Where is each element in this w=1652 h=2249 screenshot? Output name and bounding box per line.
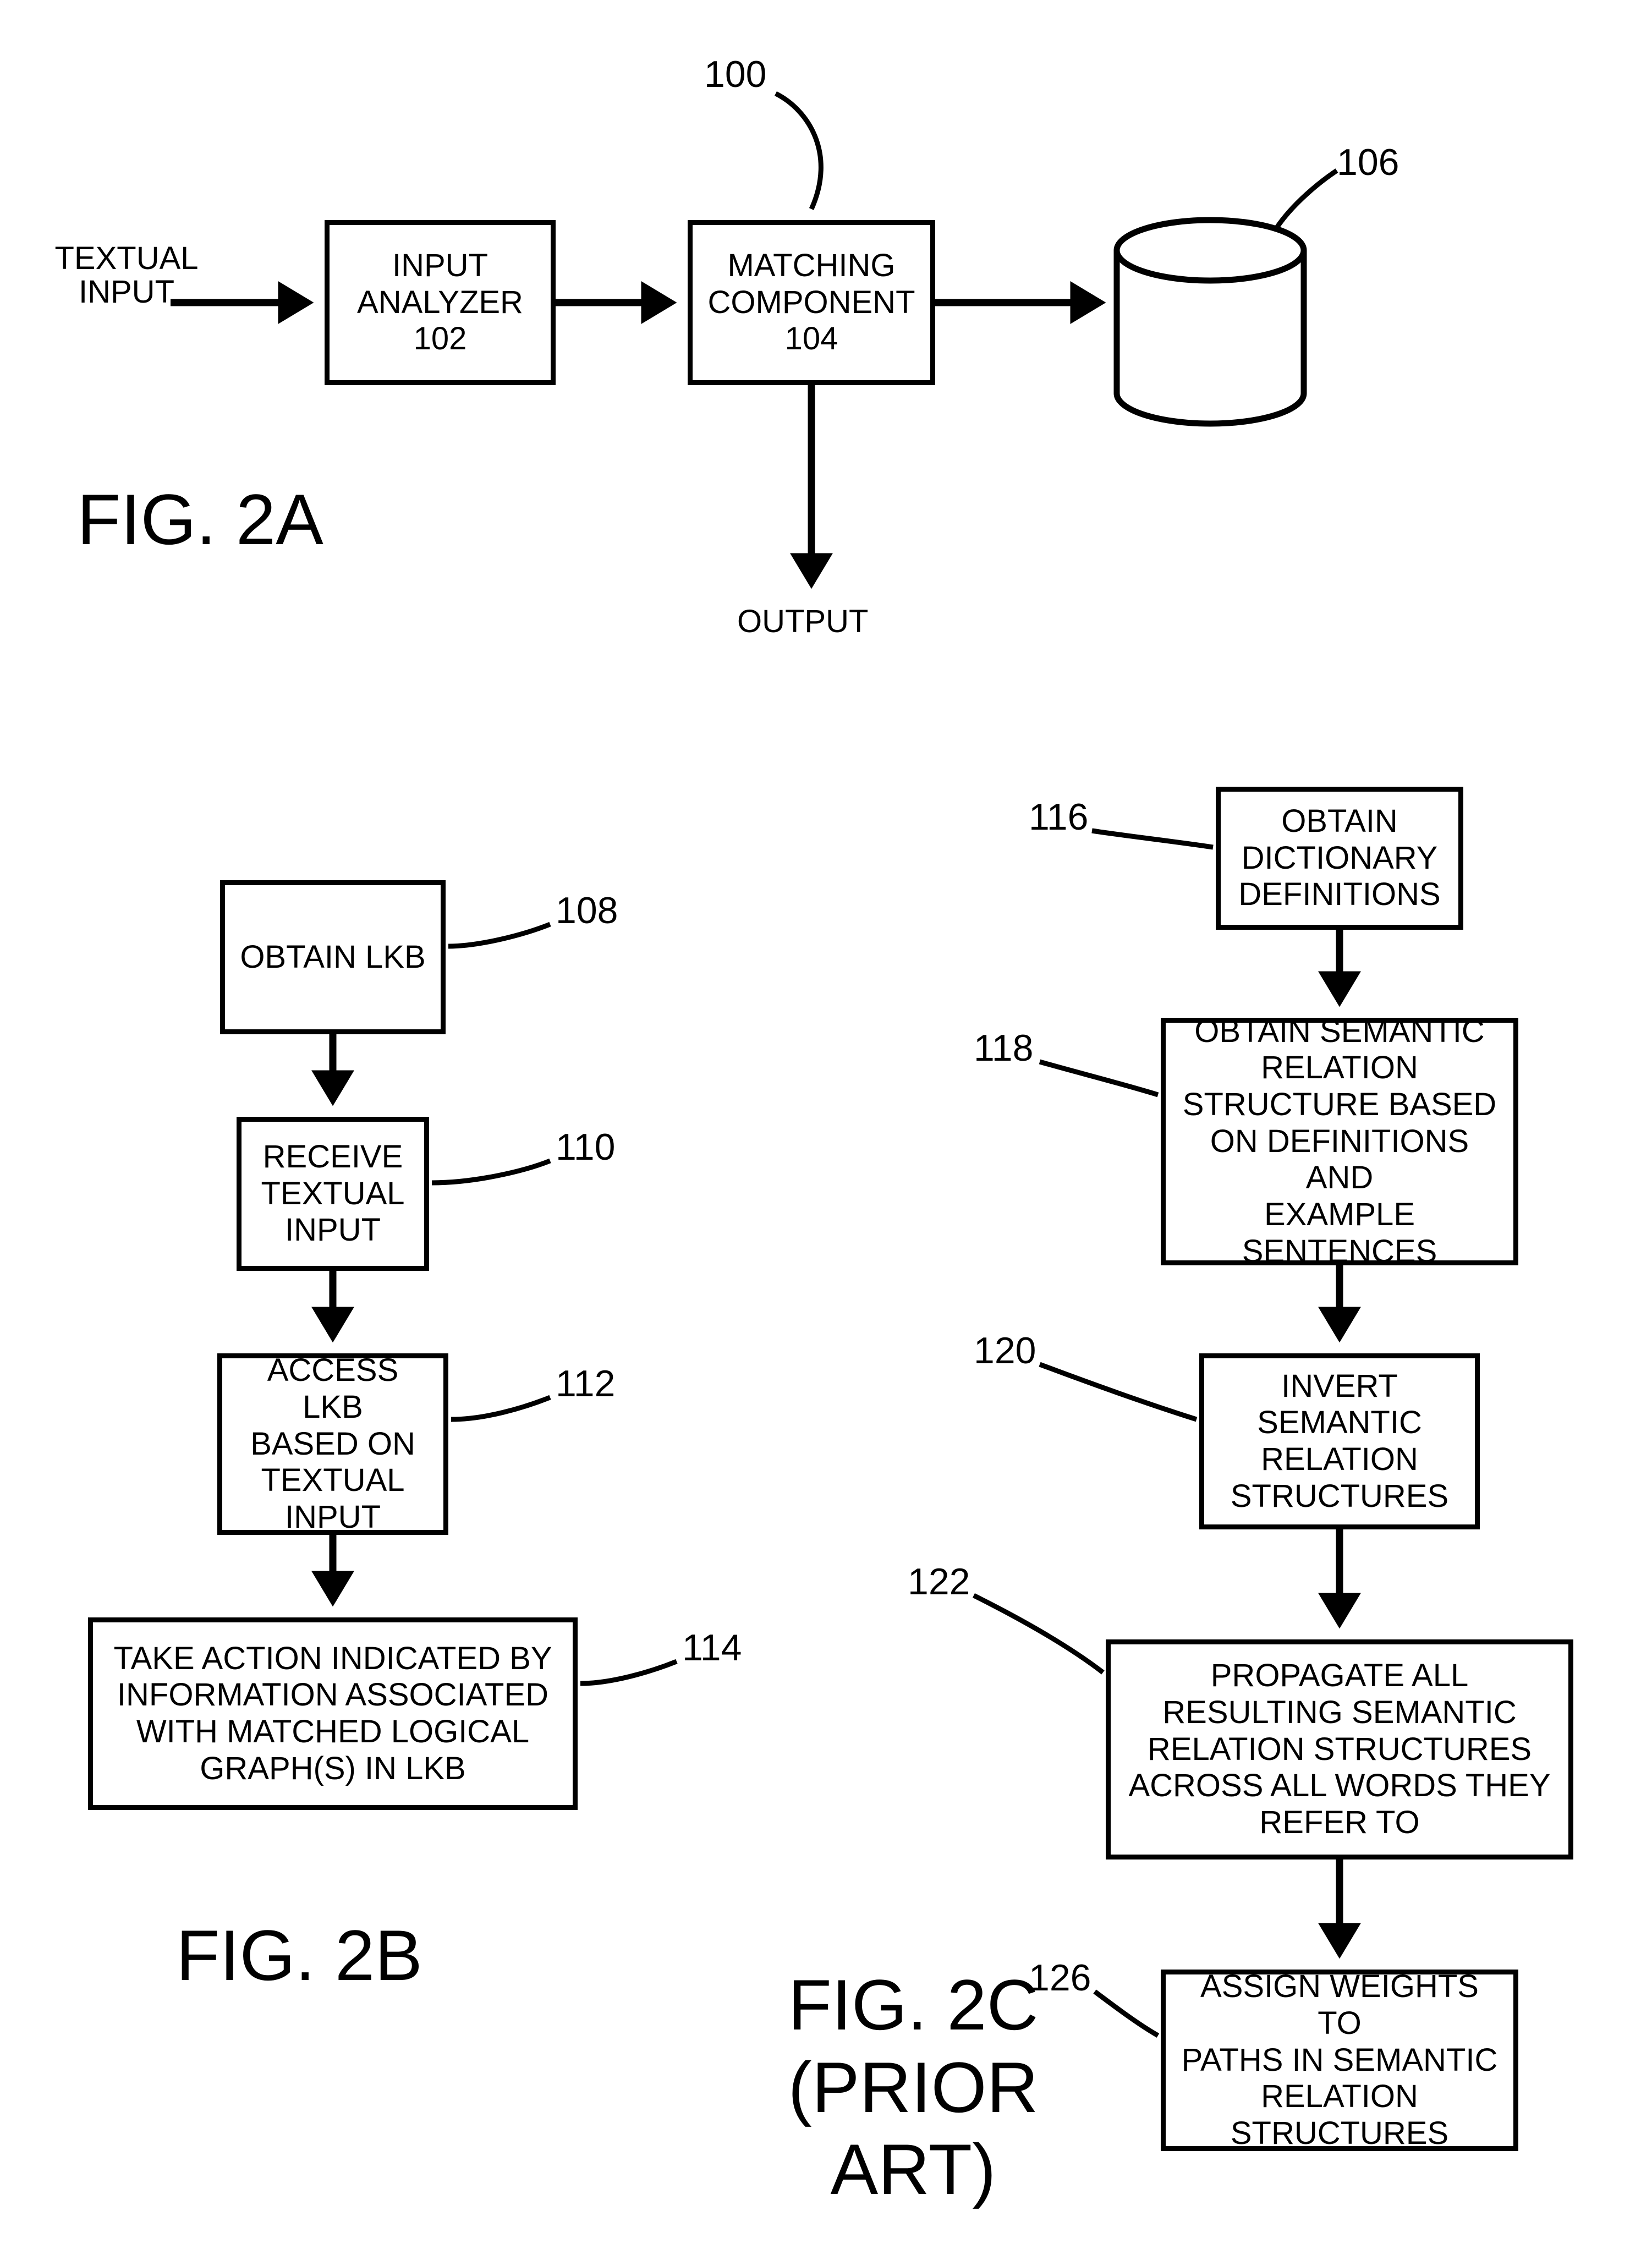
txt: DICTIONARY bbox=[1242, 840, 1438, 876]
txt: EXAMPLE bbox=[1264, 1197, 1415, 1232]
txt: 106 bbox=[1337, 141, 1399, 183]
txt: FIG. 2C bbox=[788, 1965, 1038, 2045]
txt: 116 bbox=[1029, 796, 1088, 838]
txt: WITH MATCHED LOGICAL bbox=[136, 1714, 529, 1749]
fig2c-title: FIG. 2C (PRIOR ART) bbox=[759, 1964, 1067, 2211]
txt: REFER TO bbox=[1259, 1804, 1419, 1840]
fig2b-box-114: TAKE ACTION INDICATED BY INFORMATION ASS… bbox=[88, 1617, 578, 1810]
txt: STRUCTURES bbox=[1231, 2115, 1448, 2151]
txt: FIG. 2B bbox=[176, 1915, 422, 1995]
txt: PROPAGATE ALL bbox=[1211, 1658, 1468, 1693]
txt: ACCESS LKB bbox=[267, 1352, 399, 1425]
txt: RESULTING SEMANTIC bbox=[1162, 1694, 1516, 1730]
txt: INPUT bbox=[285, 1499, 381, 1535]
fig2c-ref-122: 122 bbox=[908, 1562, 970, 1601]
txt: OBTAIN LKB bbox=[240, 939, 425, 976]
txt: DEFINITIONS bbox=[1238, 876, 1440, 912]
fig2b-ref-110: 110 bbox=[556, 1128, 615, 1167]
fig2a-ref-106: 106 bbox=[1337, 143, 1399, 182]
txt: BASED ON bbox=[250, 1426, 415, 1462]
fig2b-ref-114: 114 bbox=[682, 1628, 742, 1667]
txt: COMPONENT bbox=[708, 284, 915, 320]
txt: STRUCTURE BASED bbox=[1183, 1087, 1496, 1122]
txt: 120 bbox=[974, 1330, 1036, 1372]
fig2a-ref-100: 100 bbox=[704, 55, 766, 94]
txt: RELATION bbox=[1261, 2078, 1418, 2114]
fig2c-ref-116: 116 bbox=[1029, 798, 1088, 837]
txt: TEXTUAL bbox=[261, 1176, 404, 1211]
txt: TEXTUAL bbox=[261, 1462, 404, 1498]
txt: INFORMATION ASSOCIATED bbox=[117, 1677, 548, 1713]
txt: GRAPH(S) IN LKB bbox=[200, 1751, 465, 1786]
txt: SEMANTIC bbox=[1257, 1405, 1422, 1440]
txt: ON DEFINITIONS AND bbox=[1210, 1123, 1469, 1196]
txt: ASSIGN WEIGHTS TO bbox=[1200, 1968, 1479, 2041]
diagram-stage: TEXTUAL INPUT INPUT ANALYZER 102 MATCHIN… bbox=[0, 0, 1652, 2249]
txt: 100 bbox=[704, 53, 766, 95]
txt: 122 bbox=[908, 1561, 970, 1603]
fig2c-box-120: INVERT SEMANTIC RELATION STRUCTURES bbox=[1199, 1353, 1480, 1529]
txt: TAKE ACTION INDICATED BY bbox=[113, 1641, 552, 1676]
txt: OUTPUT bbox=[737, 604, 868, 639]
fig2a-output-label: OUTPUT bbox=[737, 605, 868, 639]
fig2c-ref-120: 120 bbox=[974, 1331, 1036, 1370]
txt: TEXTUAL bbox=[54, 240, 198, 276]
txt: OBTAIN SEMANTIC bbox=[1194, 1013, 1484, 1049]
fig2b-box-112: ACCESS LKB BASED ON TEXTUAL INPUT bbox=[217, 1353, 448, 1535]
fig2a-matching-component-box: MATCHING COMPONENT 104 bbox=[688, 220, 935, 385]
fig2c-ref-118: 118 bbox=[974, 1029, 1033, 1068]
txt: OBTAIN bbox=[1281, 803, 1398, 839]
txt: RELATION bbox=[1261, 1050, 1418, 1085]
txt: 102 bbox=[414, 321, 467, 356]
txt: ANALYZER bbox=[357, 284, 523, 320]
fig2a-textual-input-label: TEXTUAL INPUT bbox=[33, 242, 220, 309]
fig2a-title: FIG. 2A bbox=[77, 479, 323, 561]
txt: 118 bbox=[974, 1027, 1033, 1069]
fig2b-ref-112: 112 bbox=[556, 1364, 615, 1403]
txt: INPUT bbox=[79, 274, 174, 310]
txt: 104 bbox=[785, 321, 838, 356]
txt: (PRIOR bbox=[788, 2047, 1039, 2127]
fig2b-title: FIG. 2B bbox=[176, 1915, 422, 1997]
fig2a-input-analyzer-box: INPUT ANALYZER 102 bbox=[325, 220, 556, 385]
fig2b-ref-108: 108 bbox=[556, 891, 618, 930]
fig2b-box-108: OBTAIN LKB bbox=[220, 880, 446, 1034]
fig2c-box-118: OBTAIN SEMANTIC RELATION STRUCTURE BASED… bbox=[1161, 1018, 1518, 1265]
fig2c-box-126: ASSIGN WEIGHTS TO PATHS IN SEMANTIC RELA… bbox=[1161, 1970, 1518, 2151]
txt: 108 bbox=[556, 890, 618, 931]
txt: MATCHING bbox=[727, 248, 895, 283]
txt: INPUT bbox=[392, 248, 488, 283]
txt: INPUT bbox=[285, 1212, 381, 1248]
txt: RELATION STRUCTURES bbox=[1148, 1731, 1532, 1767]
txt: RELATION bbox=[1261, 1441, 1418, 1477]
txt: ART) bbox=[831, 2129, 996, 2209]
fig2b-box-110: RECEIVE TEXTUAL INPUT bbox=[237, 1117, 429, 1271]
txt: STRUCTURES bbox=[1231, 1478, 1448, 1514]
txt: FIG. 2A bbox=[77, 479, 323, 559]
txt: 110 bbox=[556, 1126, 615, 1168]
txt: INVERT bbox=[1281, 1368, 1398, 1404]
txt: 112 bbox=[556, 1363, 615, 1405]
fig2c-box-122: PROPAGATE ALL RESULTING SEMANTIC RELATIO… bbox=[1106, 1639, 1573, 1859]
txt: ACROSS ALL WORDS THEY bbox=[1128, 1768, 1550, 1803]
txt: RECEIVE bbox=[263, 1139, 403, 1175]
fig2c-box-116: OBTAIN DICTIONARY DEFINITIONS bbox=[1216, 787, 1463, 930]
txt: SENTENCES bbox=[1242, 1233, 1437, 1269]
txt: 114 bbox=[682, 1627, 742, 1669]
txt: PATHS IN SEMANTIC bbox=[1182, 2042, 1498, 2078]
